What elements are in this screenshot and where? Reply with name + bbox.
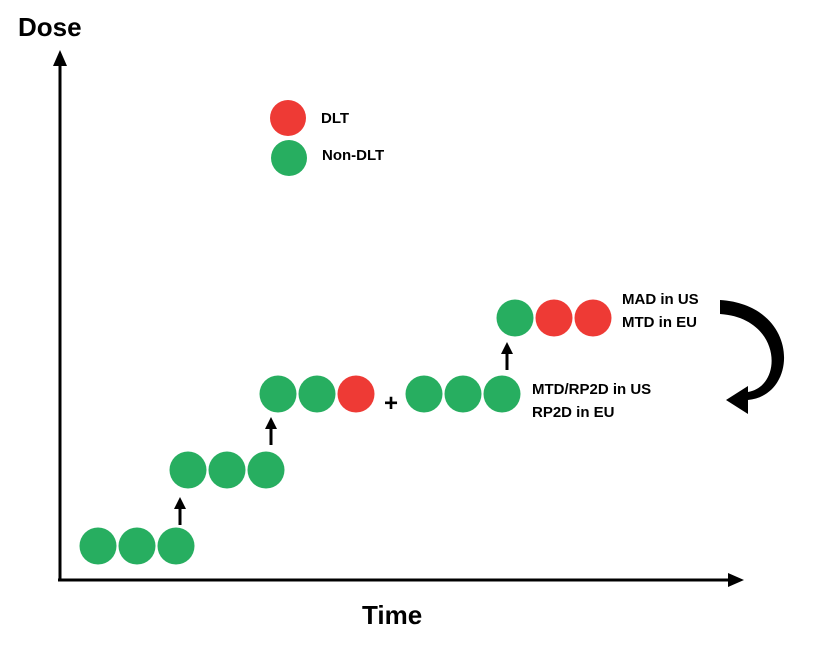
mtd-rp2d-line1: MTD/RP2D in US — [532, 381, 652, 398]
curved-arrow — [720, 300, 785, 414]
cohort-4-patient-1-non-dlt — [496, 299, 534, 337]
escalation-arrow-1 — [174, 497, 186, 525]
mtd-rp2d-line2: RP2D in EU — [532, 404, 615, 421]
cohort-3-expansion — [405, 375, 521, 413]
cohort-3-patient-2-non-dlt — [298, 375, 336, 413]
cohort-2-patient-3-non-dlt — [247, 451, 285, 489]
legend-dlt-marker — [270, 100, 306, 136]
cohort-3-expansion-patient-1-non-dlt — [405, 375, 443, 413]
escalation-arrow-3 — [501, 342, 513, 370]
x-axis-arrowhead — [728, 573, 744, 587]
mtd-rp2d-annotation: MTD/RP2D in US RP2D in EU — [532, 378, 651, 424]
mad-mtd-line1: MAD in US — [622, 291, 699, 308]
mad-mtd-line2: MTD in EU — [622, 314, 697, 331]
cohort-2-patient-1-non-dlt — [169, 451, 207, 489]
plus-sign: + — [384, 390, 398, 417]
x-axis-label: Time — [362, 600, 423, 630]
escalation-arrow-2 — [265, 417, 277, 445]
cohort-1 — [79, 527, 195, 565]
cohort-4-patient-3-dlt — [574, 299, 612, 337]
cohort-2-patient-2-non-dlt — [208, 451, 246, 489]
cohort-4 — [496, 299, 612, 337]
y-axis-arrowhead — [53, 50, 67, 66]
cohort-4-patient-2-dlt — [535, 299, 573, 337]
cohort-3-patient-3-dlt — [337, 375, 375, 413]
y-axis-label: Dose — [18, 12, 82, 42]
mad-mtd-annotation: MAD in US MTD in EU — [622, 288, 699, 334]
cohort-3-expansion-patient-2-non-dlt — [444, 375, 482, 413]
legend-dlt-label: DLT — [321, 110, 350, 127]
cohort-3-patient-1-non-dlt — [259, 375, 297, 413]
cohort-1-patient-3-non-dlt — [157, 527, 195, 565]
legend-non-dlt-marker — [271, 140, 307, 176]
cohort-1-patient-2-non-dlt — [118, 527, 156, 565]
cohort-3 — [259, 375, 375, 413]
legend-non-dlt-label: Non-DLT — [322, 147, 385, 164]
cohort-3-expansion-patient-3-non-dlt — [483, 375, 521, 413]
cohort-2 — [169, 451, 285, 489]
cohort-1-patient-1-non-dlt — [79, 527, 117, 565]
